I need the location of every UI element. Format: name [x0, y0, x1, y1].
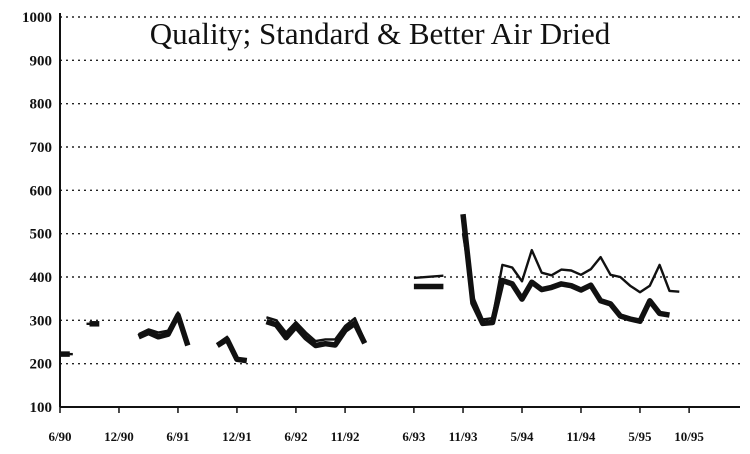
y-tick-label: 400 [30, 270, 53, 286]
x-tick-label: 11/92 [331, 429, 360, 444]
series-2-segment-6 [413, 274, 444, 280]
tick-labels: 100 200 300 400 500 600 700 800 900 1000 6/90 12/90… [22, 10, 704, 444]
y-tick-label: 100 [30, 400, 53, 416]
series-2-segment-7 [461, 233, 680, 321]
x-tick-label: 6/90 [48, 429, 71, 444]
series-layer [60, 213, 680, 364]
x-tick-label: 12/90 [104, 429, 134, 444]
y-tick-label: 900 [30, 53, 53, 69]
x-tick-label: 6/91 [166, 429, 189, 444]
x-tick-label: 11/94 [567, 429, 596, 444]
x-tick-label: 6/92 [284, 429, 307, 444]
series-2-segment-3 [138, 311, 189, 344]
series-2-segment-5 [266, 316, 366, 343]
x-tick-label: 11/93 [449, 429, 478, 444]
series-1-segment-7 [460, 213, 670, 327]
series-2-segment-4 [216, 335, 238, 359]
x-tick-label: 12/91 [222, 429, 252, 444]
y-tick-label: 200 [30, 357, 53, 373]
axes [59, 13, 740, 413]
y-tick-label: 1000 [22, 10, 52, 26]
y-tick-label: 800 [30, 97, 53, 113]
y-tick-label: 300 [30, 313, 53, 329]
x-tick-label: 6/93 [402, 429, 426, 444]
y-tick-label: 500 [30, 227, 53, 243]
x-tick-label: 5/95 [628, 429, 652, 444]
x-tick-label: 10/95 [674, 429, 704, 444]
x-tick-label: 5/94 [510, 429, 534, 444]
series-1-segment-5 [265, 318, 368, 349]
chart-title: Quality; Standard & Better Air Dried [150, 16, 611, 51]
y-tick-label: 700 [30, 140, 53, 156]
y-tick-label: 600 [30, 183, 53, 199]
